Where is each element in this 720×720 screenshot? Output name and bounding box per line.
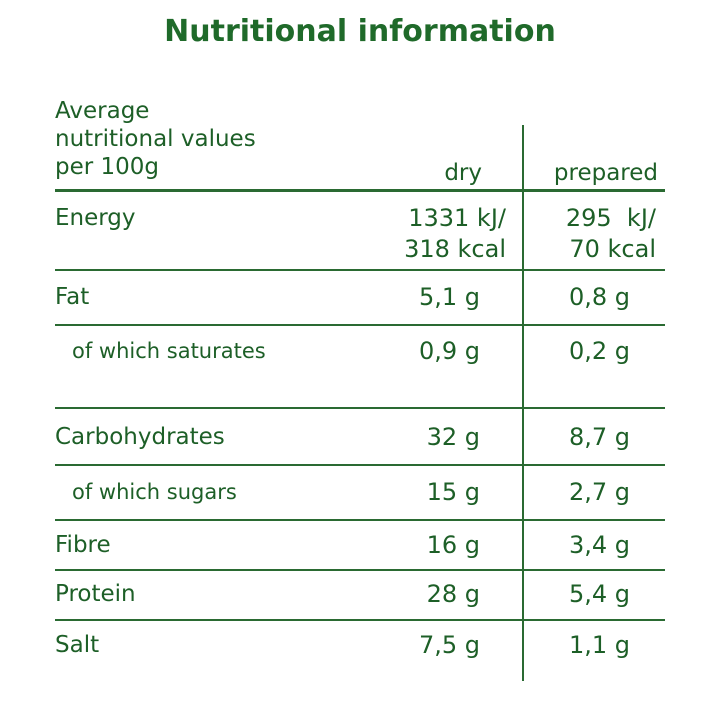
cell-value: 3,4 g: [568, 531, 630, 559]
cell-value: 5,1 g: [418, 283, 480, 311]
row-label: Fibre: [55, 532, 111, 558]
column-header: prepared: [553, 160, 658, 186]
column-header: dry: [444, 160, 482, 186]
row-label: of which sugars: [72, 480, 237, 504]
cell-value: 0,2 g: [568, 337, 630, 365]
cell-value: 0,9 g: [418, 337, 480, 365]
cell-value: 1,1 g: [568, 631, 630, 659]
row-rule: [55, 519, 665, 521]
cell-value: 2,7 g: [568, 478, 630, 506]
row-label: Salt: [55, 632, 100, 658]
cell-value: 28 g: [426, 580, 480, 608]
row-rule: [55, 464, 665, 466]
cell-value: 70 kcal: [569, 235, 656, 263]
cell-value: 16 g: [426, 531, 480, 559]
cell-value: 295 kJ/: [565, 204, 656, 232]
row-rule: [55, 569, 665, 571]
row-label: Energy: [55, 205, 136, 231]
row-rule: [55, 619, 665, 621]
row-label: Fat: [55, 284, 90, 310]
cell-value: 318 kcal: [404, 235, 506, 263]
cell-value: 8,7 g: [568, 423, 630, 451]
cell-value: 7,5 g: [418, 631, 480, 659]
row-label: of which saturates: [72, 339, 266, 363]
cell-value: 5,4 g: [568, 580, 630, 608]
row-label: Carbohydrates: [55, 424, 225, 450]
header-rule: [55, 189, 665, 192]
cell-value: 32 g: [426, 423, 480, 451]
header-label: nutritional values: [55, 126, 256, 152]
row-rule: [55, 324, 665, 326]
title: Nutritional information: [164, 14, 556, 49]
header-label: Average: [55, 98, 150, 124]
row-label: Protein: [55, 581, 136, 607]
row-rule: [55, 269, 665, 271]
cell-value: 1331 kJ/: [408, 204, 506, 232]
cell-value: 0,8 g: [568, 283, 630, 311]
column-divider: [522, 125, 524, 681]
row-rule: [55, 407, 665, 409]
cell-value: 15 g: [426, 478, 480, 506]
header-label: per 100g: [55, 154, 160, 180]
